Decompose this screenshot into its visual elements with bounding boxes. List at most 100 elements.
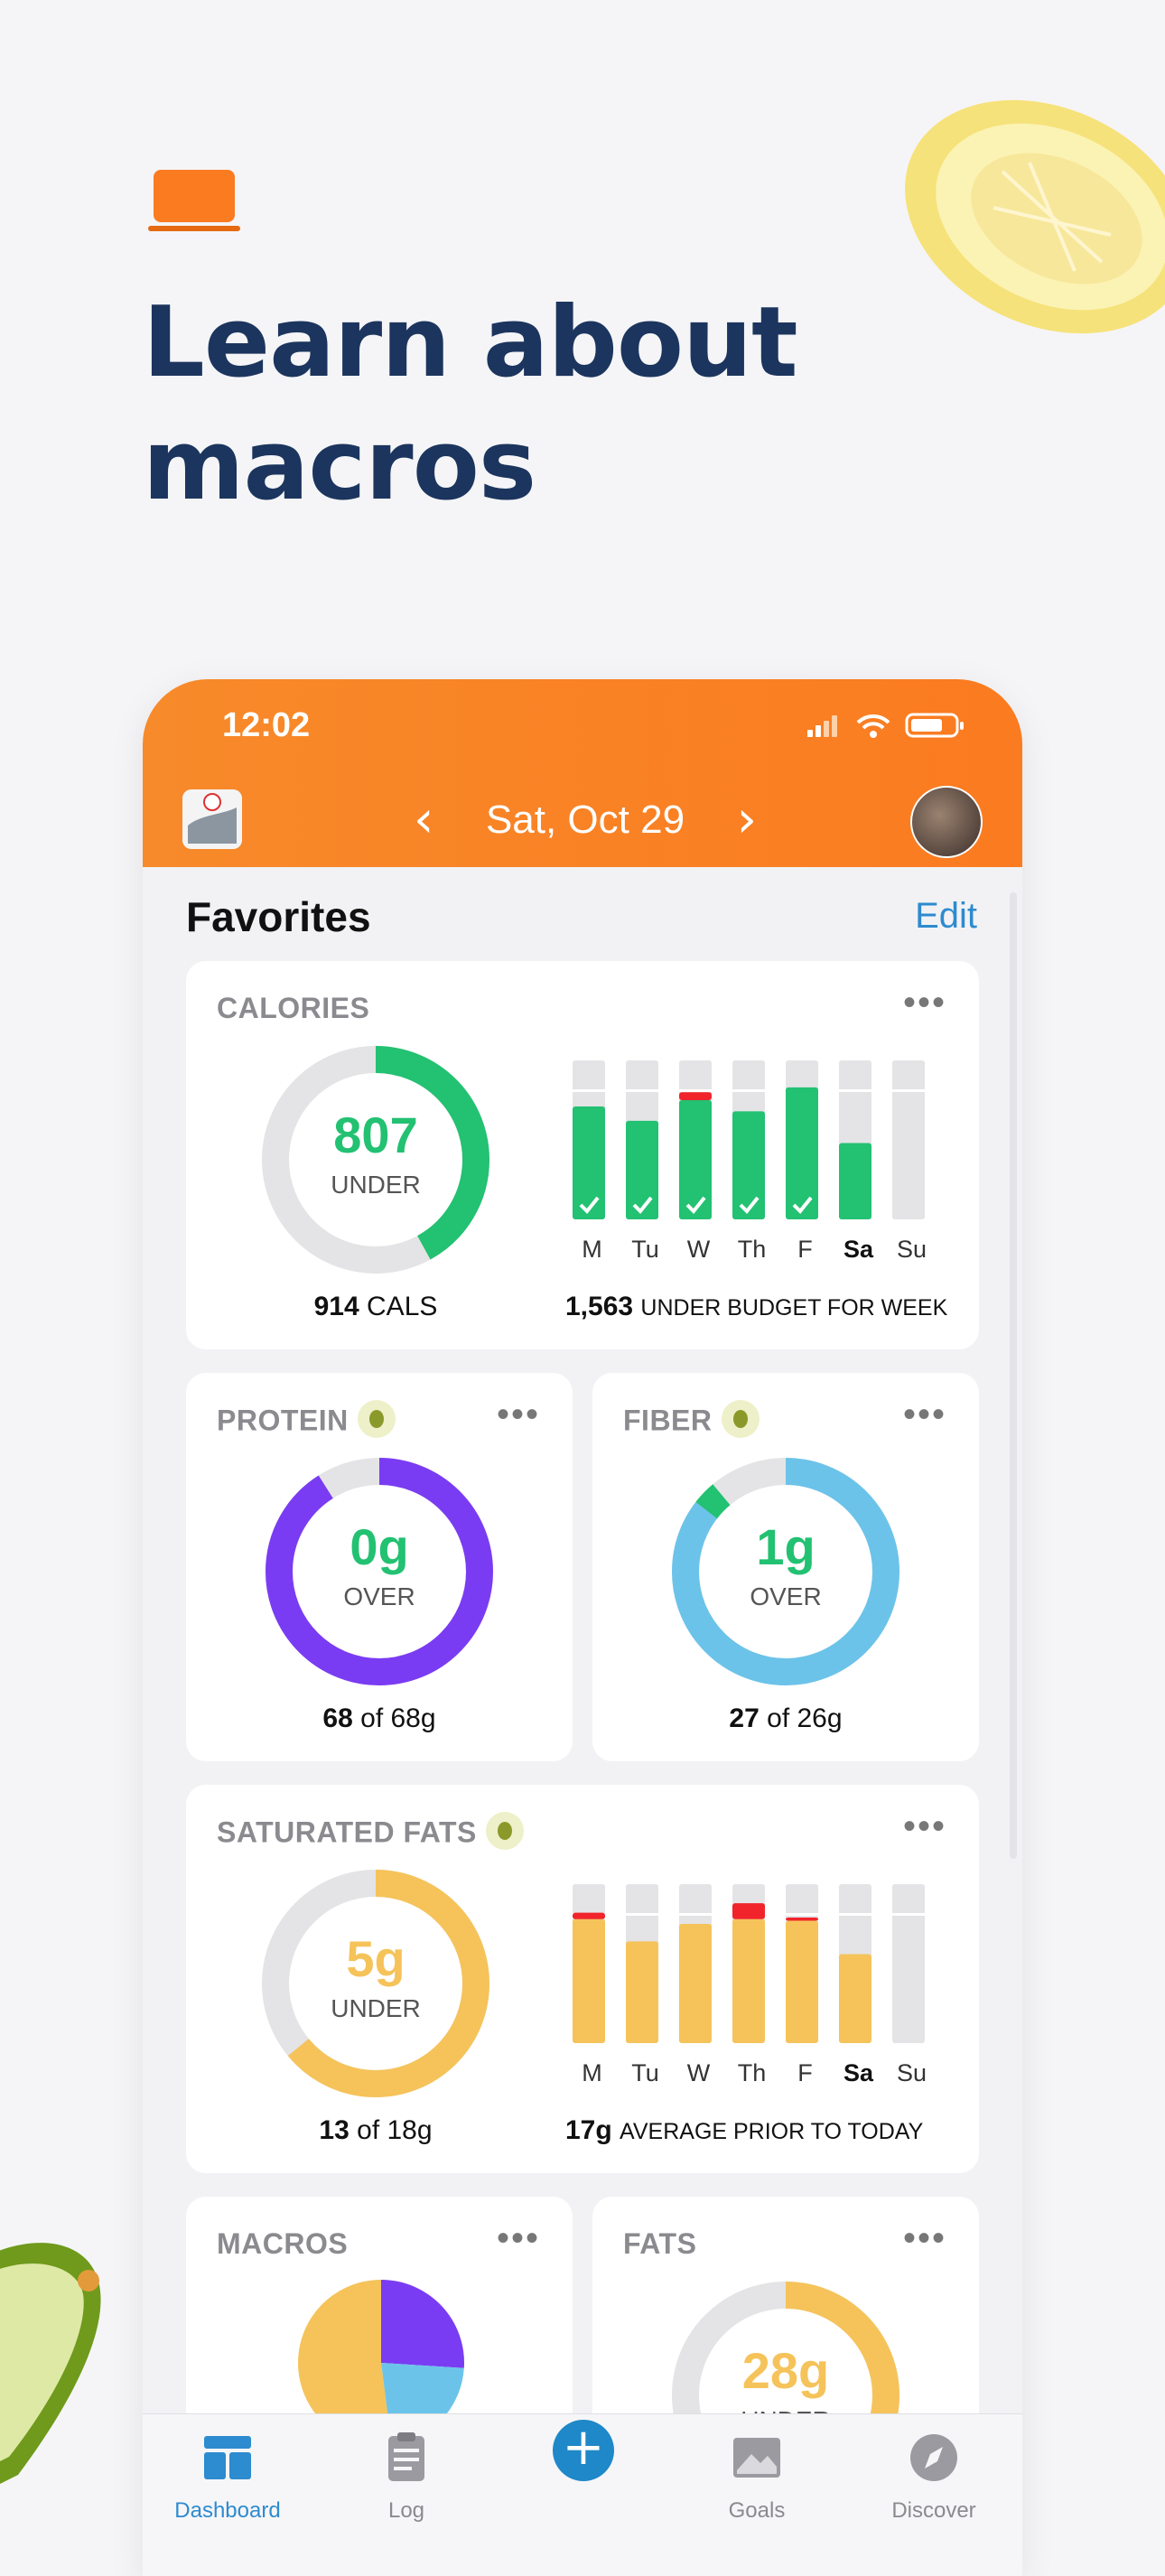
card-title: MACROS bbox=[217, 2227, 349, 2260]
budget-line bbox=[892, 1089, 925, 1092]
day-bar bbox=[839, 1143, 871, 1219]
headline: Learn about macros bbox=[143, 286, 798, 522]
day-label: F bbox=[797, 1236, 813, 1263]
protein-card[interactable]: PROTEIN ••• 0g OVER 68 of 68g bbox=[186, 1373, 573, 1761]
tab-label: Log bbox=[387, 2498, 425, 2523]
scale-icon[interactable] bbox=[182, 789, 242, 849]
status-time: 12:02 bbox=[222, 706, 311, 744]
calories-day-labels: M Tu W Th F Sa Su bbox=[565, 1236, 938, 1264]
saturated-fats-weekly-bars bbox=[573, 1884, 925, 2043]
current-date[interactable]: Sat, Oct 29 bbox=[485, 798, 685, 842]
card-title: CALORIES bbox=[217, 992, 370, 1024]
prev-day-arrow-icon[interactable]: ‹ bbox=[414, 790, 434, 849]
protein-ring bbox=[266, 1458, 493, 1685]
budget-line bbox=[892, 1913, 925, 1916]
day-bar bbox=[626, 1941, 658, 2043]
tab-discover[interactable]: Discover bbox=[853, 2425, 1015, 2534]
saturated-fats-card[interactable]: SATURATED FATS ••• 5g UNDER 13 of 18g M T… bbox=[186, 1785, 979, 2173]
status-icons bbox=[807, 713, 964, 738]
add-entry-button[interactable]: + bbox=[553, 2420, 614, 2481]
dashboard-icon bbox=[204, 2436, 251, 2479]
day-bar bbox=[839, 1954, 871, 2043]
more-options-icon[interactable]: ••• bbox=[902, 1806, 946, 1846]
check-icon bbox=[632, 1196, 653, 1214]
day-label: Th bbox=[737, 1236, 767, 1263]
edit-button[interactable]: Edit bbox=[915, 896, 977, 936]
clipboard-icon bbox=[388, 2432, 424, 2481]
check-icon bbox=[739, 1196, 760, 1214]
card-title: SATURATED FATS bbox=[217, 1812, 524, 1853]
day-label: F bbox=[797, 2059, 813, 2086]
tab-log[interactable]: Log bbox=[325, 2425, 488, 2534]
calories-week-summary: 1,563 UNDER BUDGET FOR WEEK bbox=[565, 1292, 948, 1321]
fiber-ring bbox=[672, 1458, 899, 1685]
fiber-total: 27 of 26g bbox=[729, 1703, 843, 1733]
budget-line bbox=[679, 1089, 712, 1092]
over-budget-bar bbox=[786, 1917, 818, 1921]
goals-icon bbox=[733, 2438, 780, 2478]
favorites-title: Favorites bbox=[186, 893, 371, 940]
protein-status: OVER bbox=[343, 1582, 415, 1610]
day-label: Th bbox=[737, 2059, 767, 2086]
compass-icon bbox=[910, 2434, 957, 2481]
check-icon bbox=[792, 1196, 813, 1214]
saturated-fats-status: UNDER bbox=[331, 1994, 421, 2022]
avatar[interactable] bbox=[910, 786, 983, 858]
calories-weekly-bars bbox=[573, 1060, 925, 1219]
saturated-fats-average: 17g AVERAGE PRIOR TO TODAY bbox=[565, 2115, 924, 2145]
cucumber-image bbox=[0, 2243, 101, 2484]
fiber-value: 1g bbox=[756, 1518, 816, 1575]
day-bar bbox=[732, 1918, 765, 2043]
next-day-arrow-icon[interactable]: › bbox=[736, 790, 757, 849]
pie-slice-protein bbox=[381, 2280, 464, 2368]
fiber-card[interactable]: FIBER ••• 1g OVER 27 of 26g bbox=[592, 1373, 979, 1761]
tab-dashboard[interactable]: Dashboard bbox=[146, 2425, 309, 2534]
calories-card[interactable]: CALORIES ••• 807 UNDER 914 CALS M Tu W Th F S… bbox=[186, 961, 979, 1349]
day-label: W bbox=[686, 2059, 711, 2086]
calories-ring bbox=[262, 1046, 489, 1274]
day-bar bbox=[732, 1111, 765, 1219]
budget-line bbox=[679, 1913, 712, 1916]
day-label: M bbox=[582, 2059, 602, 2086]
over-budget-bar bbox=[732, 1903, 765, 1919]
more-options-icon[interactable]: ••• bbox=[496, 2218, 540, 2258]
day-label: M bbox=[582, 1236, 602, 1263]
fats-value: 28g bbox=[741, 2342, 830, 2399]
tab-goals[interactable]: Goals bbox=[676, 2425, 838, 2534]
phone-screen: 12:02 ‹ Sat, Oct 29 › Favorites Edit CAL… bbox=[143, 679, 1022, 2576]
protein-value: 0g bbox=[350, 1518, 409, 1575]
more-options-icon[interactable]: ••• bbox=[902, 2218, 946, 2258]
tab-label: Discover bbox=[891, 2498, 976, 2523]
calories-value: 807 bbox=[333, 1106, 418, 1163]
leaf-icon bbox=[485, 1812, 524, 1850]
over-budget-bar bbox=[679, 1092, 712, 1100]
saturated-fats-total: 13 of 18g bbox=[319, 2115, 433, 2145]
more-options-icon[interactable]: ••• bbox=[902, 1395, 946, 1434]
day-label: W bbox=[686, 1236, 711, 1263]
day-bar bbox=[786, 1920, 818, 2043]
leaf-icon bbox=[357, 1400, 396, 1438]
budget-line bbox=[626, 1089, 658, 1092]
day-label: Sa bbox=[843, 2059, 874, 2086]
card-title: PROTEIN bbox=[217, 1400, 396, 1442]
day-bar bbox=[626, 1120, 658, 1219]
day-label: Sa bbox=[843, 1236, 874, 1263]
day-bar bbox=[679, 1924, 712, 2043]
saturated-fats-day-labels: M Tu W Th F Sa Su bbox=[565, 2059, 938, 2087]
scrollbar[interactable] bbox=[1010, 892, 1017, 1859]
day-bar bbox=[573, 1106, 605, 1219]
app-header: 12:02 ‹ Sat, Oct 29 › bbox=[143, 679, 1022, 867]
tab-bar: Dashboard Log + Goals Dis bbox=[143, 2413, 1022, 2576]
budget-line bbox=[626, 1913, 658, 1916]
protein-total: 68 of 68g bbox=[322, 1703, 436, 1733]
more-options-icon[interactable]: ••• bbox=[902, 983, 946, 1022]
more-options-icon[interactable]: ••• bbox=[496, 1395, 540, 1434]
budget-line bbox=[573, 1089, 605, 1092]
budget-line bbox=[732, 1089, 765, 1092]
day-label: Tu bbox=[631, 2059, 659, 2086]
day-label: Su bbox=[896, 1236, 927, 1263]
day-bar bbox=[786, 1087, 818, 1219]
calories-total: 914 CALS bbox=[313, 1292, 438, 1321]
saturated-fats-ring bbox=[262, 1870, 489, 2097]
card-title: FIBER bbox=[623, 1400, 760, 1442]
